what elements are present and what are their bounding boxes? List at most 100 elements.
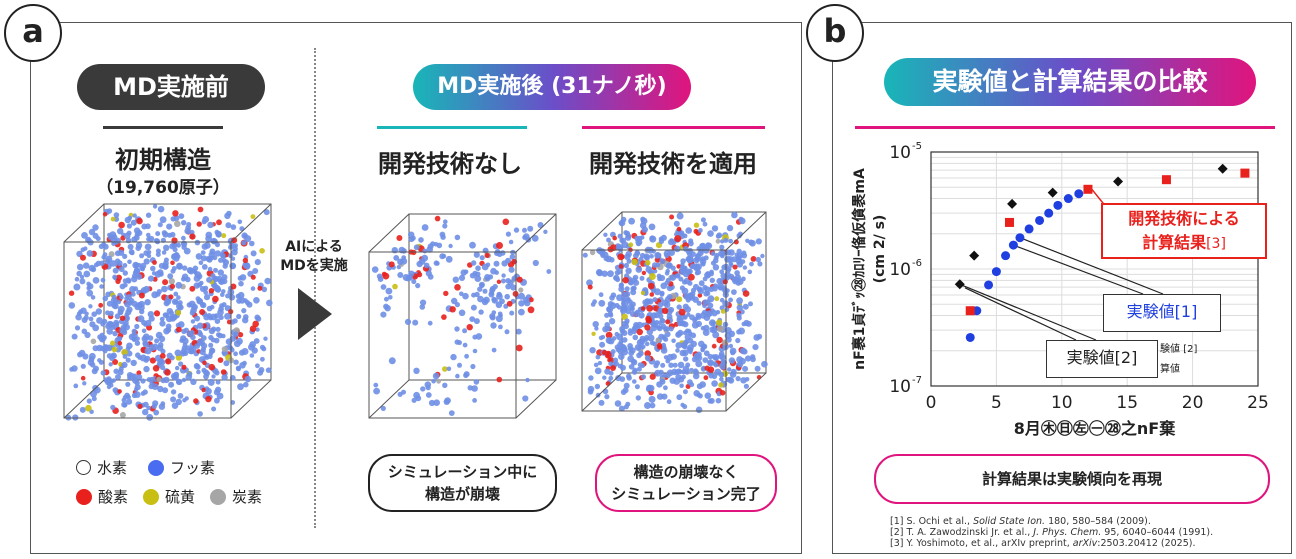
- point-exp1: [1063, 194, 1073, 204]
- note-without: シミュレーション中に 構造が崩壊: [368, 454, 557, 512]
- legend-hydrogen: 水素: [76, 457, 127, 478]
- comparison-rule: [855, 126, 1275, 129]
- ref3-journal: arXiv: [1072, 538, 1098, 549]
- x-tick-label: 15: [1116, 393, 1138, 413]
- point-exp1: [1035, 215, 1045, 225]
- point-exp2: [1007, 198, 1018, 209]
- y-tick-exponent: -6: [912, 258, 922, 269]
- point-exp1: [991, 267, 1001, 277]
- y-tick-exponent: -7: [912, 375, 922, 386]
- ref3-authors: Y. Yoshimoto, et al., arXIv preprint,: [906, 538, 1073, 549]
- conclusion-box: 計算結果は実験傾向を再現: [874, 454, 1270, 504]
- x-tick-label: 20: [1182, 393, 1204, 413]
- legend-oxygen-label: 酸素: [98, 488, 129, 506]
- fluorine-dot-icon: [148, 459, 164, 476]
- arrow-label-1: AIによる: [285, 239, 343, 255]
- callout-dev-line2: 計算結果[3]: [1103, 231, 1265, 256]
- ref1-rest: 180, 580–584 (2009).: [1045, 516, 1151, 527]
- leader-exp1-b: [1013, 244, 1144, 295]
- ref3-rest: :2503.20412 (2025).: [1097, 538, 1196, 549]
- point-exp1: [1001, 251, 1011, 261]
- initial-heading: 初期構造: [115, 146, 211, 174]
- y-axis-label: nF裹1貞ﾃﾞｯ㉘ｶﾛﾘｰ俻仮僋褁mA: [851, 168, 868, 370]
- leader-exp2-a: [959, 283, 1097, 341]
- legend-sulfur: 硫黄: [143, 486, 195, 507]
- leader-exp1-a: [1019, 237, 1164, 295]
- callout-exp2-box: 実験値[2]: [1046, 340, 1158, 378]
- initial-subheading: （19,760原子）: [96, 178, 230, 198]
- legend-hydrogen-label: 水素: [97, 459, 128, 477]
- oxygen-dot-icon: [76, 488, 92, 505]
- panel-b-letter: b: [806, 4, 864, 62]
- plot-frame: [930, 151, 1259, 387]
- note-with-line1: 構造の崩壊なく: [633, 463, 739, 481]
- note-without-line2: 構造が崩壊: [424, 485, 500, 503]
- with-tech-cube: [581, 211, 768, 414]
- with-rule: [582, 126, 765, 129]
- point-calc: [1004, 217, 1014, 227]
- play-arrow-icon: [298, 288, 332, 340]
- callout-dev-text: 計算結果: [1142, 233, 1207, 252]
- hydrogen-dot-icon: [76, 460, 91, 475]
- initial-structure-cube: [63, 203, 273, 421]
- leader-exp2-b: [964, 287, 1077, 341]
- ref2-authors: T. A. Zawodzinski Jr. et al.,: [906, 527, 1034, 538]
- y-tick-label: 10: [889, 377, 911, 397]
- small-label-2: 算値: [1160, 364, 1180, 375]
- callout-dev-ref: [3]: [1206, 236, 1226, 252]
- carbon-dot-icon: [210, 488, 226, 505]
- x-tick-label: 10: [1051, 393, 1073, 413]
- without-heading: 開発技術なし: [378, 150, 522, 178]
- callout-dev-box: 開発技術による 計算結果[3]: [1101, 203, 1267, 259]
- point-exp1: [1015, 233, 1025, 243]
- legend-oxygen: 酸素: [76, 486, 128, 507]
- legend-fluorine-label: フッ素: [170, 459, 216, 477]
- point-calc: [1083, 184, 1093, 194]
- legend-fluorine: フッ素: [148, 457, 215, 478]
- after-md-title: MD実施後 (31ナノ秒): [413, 64, 691, 110]
- point-exp1: [1044, 208, 1054, 218]
- point-exp1: [965, 332, 975, 342]
- point-exp2: [1217, 163, 1228, 174]
- point-exp1: [1008, 240, 1018, 250]
- callout-dev-line1: 開発技術による: [1128, 209, 1240, 228]
- before-md-title: MD実施前: [77, 64, 265, 110]
- ref2-num: [2]: [890, 527, 904, 538]
- arrow-label-2: MDを実施: [280, 258, 348, 274]
- x-axis-label: 8月㊍㊐㊧㊀㉘之nF棄: [1014, 419, 1176, 438]
- point-calc: [1161, 175, 1171, 185]
- panel-a-letter: a: [4, 4, 62, 62]
- ref3-num: [3]: [890, 538, 904, 549]
- x-tick-label: 0: [926, 393, 937, 413]
- sulfur-dot-icon: [143, 488, 159, 505]
- point-exp1: [984, 280, 994, 290]
- point-exp1: [1074, 189, 1084, 199]
- ref2-rest: 95, 6040–6044 (1991).: [1101, 527, 1214, 538]
- reference-1: [1] S. Ochi et al., Solid State Ion. 180…: [890, 516, 1151, 527]
- point-calc: [1240, 168, 1250, 178]
- note-with: 構造の崩壊なく シミュレーション完了: [595, 454, 777, 512]
- y-axis-unit: (cm 2/ s): [872, 215, 888, 284]
- initial-rule: [103, 126, 223, 129]
- ref1-journal: Solid State Ion.: [973, 516, 1046, 527]
- ref1-authors: S. Ochi et al.,: [906, 516, 974, 527]
- y-tick-exponent: -5: [912, 141, 922, 152]
- reference-3: [3] Y. Yoshimoto, et al., arXIv preprint…: [890, 538, 1196, 549]
- legend-carbon-label: 炭素: [232, 488, 263, 506]
- point-exp2: [1113, 176, 1124, 187]
- point-exp2: [969, 250, 980, 261]
- note-with-line2: シミュレーション完了: [611, 485, 761, 503]
- reference-2: [2] T. A. Zawodzinski Jr. et al., J. Phy…: [890, 527, 1213, 538]
- point-exp1: [1053, 200, 1063, 210]
- small-label-1: 験値 [2]: [1160, 344, 1198, 355]
- x-tick-label: 5: [991, 393, 1002, 413]
- legend-sulfur-label: 硫黄: [165, 488, 196, 506]
- callout-exp1-box: 実験値[1]: [1103, 294, 1221, 332]
- note-without-line1: シミュレーション中に: [387, 463, 538, 481]
- legend-carbon: 炭素: [210, 486, 262, 507]
- y-tick-label: 10: [889, 260, 911, 280]
- y-tick-label: 10: [889, 143, 911, 163]
- without-rule: [377, 126, 527, 129]
- ref1-num: [1]: [890, 516, 904, 527]
